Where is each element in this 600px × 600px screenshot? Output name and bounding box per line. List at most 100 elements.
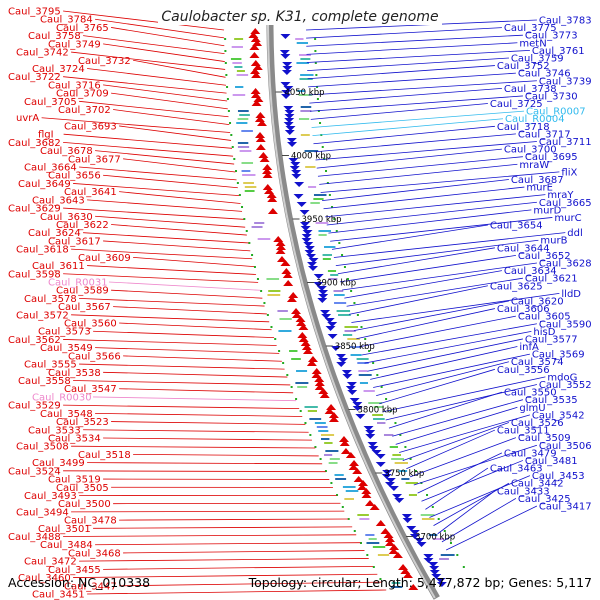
feature-strip bbox=[318, 230, 332, 232]
gene-arrow-left bbox=[384, 536, 395, 542]
gene-arrow-left bbox=[262, 172, 273, 178]
gene-arrow-left bbox=[326, 404, 337, 410]
right-gene-label: Caul_3506 bbox=[539, 441, 592, 452]
gene-arrow-left bbox=[267, 196, 278, 202]
feature-strip bbox=[440, 554, 455, 556]
right-gene-label: Caul_3433 bbox=[497, 486, 550, 497]
guide-dot bbox=[229, 122, 232, 124]
feature-strip bbox=[344, 326, 358, 328]
right-connector bbox=[376, 361, 509, 397]
gene-arrow-right bbox=[282, 62, 293, 67]
gene-arrow-right bbox=[324, 318, 335, 323]
gene-arrow-right bbox=[388, 486, 399, 491]
left-connector bbox=[63, 470, 326, 473]
gene-arrow-right bbox=[327, 334, 338, 339]
gene-arrow-right bbox=[384, 482, 395, 487]
feature-strip bbox=[234, 38, 244, 40]
left-gene-label: Caul_3494 bbox=[16, 507, 69, 518]
feature-strip bbox=[237, 142, 249, 144]
gene-arrow-left bbox=[250, 68, 261, 74]
left-connector bbox=[63, 10, 225, 31]
gene-arrow-right bbox=[281, 94, 292, 99]
gene-arrow-right bbox=[280, 82, 291, 87]
feature-strip bbox=[235, 86, 244, 88]
right-gene-label: Caul_3687 bbox=[511, 175, 564, 186]
right-connector bbox=[307, 65, 495, 80]
guide-dot bbox=[469, 578, 472, 580]
guide-dot bbox=[316, 98, 319, 100]
right-gene-label: Caul_3479 bbox=[504, 448, 557, 459]
gene-arrow-left bbox=[348, 464, 359, 470]
left-connector bbox=[111, 224, 247, 236]
guide-dot bbox=[236, 182, 239, 184]
gene-arrow-left bbox=[361, 488, 372, 494]
gene-arrow-left bbox=[392, 552, 403, 558]
feature-strip bbox=[313, 198, 324, 200]
right-gene-label: mraY bbox=[547, 190, 574, 201]
left-connector bbox=[113, 109, 230, 126]
gene-arrow-right bbox=[299, 210, 310, 215]
right-gene-label: Caul_3574 bbox=[511, 357, 564, 368]
left-gene-label: Caul_3484 bbox=[40, 540, 93, 551]
feature-strip bbox=[266, 278, 280, 280]
feature-strip bbox=[373, 418, 385, 420]
left-connector bbox=[119, 581, 382, 587]
right-gene-label: Caul_R0004 bbox=[505, 114, 565, 125]
feature-strip bbox=[291, 358, 301, 360]
feature-strip bbox=[243, 182, 254, 184]
feature-strip bbox=[304, 406, 318, 408]
left-connector bbox=[83, 35, 225, 55]
left-gene-label: Caul_3578 bbox=[24, 294, 77, 305]
feature-strip bbox=[295, 382, 309, 384]
feature-strip bbox=[236, 122, 248, 124]
gene-arrow-right bbox=[283, 106, 294, 111]
left-connector bbox=[87, 265, 257, 275]
left-connector bbox=[95, 215, 246, 228]
gene-arrow-right bbox=[363, 426, 374, 431]
feature-strip bbox=[366, 542, 380, 544]
gene-arrow-right bbox=[352, 406, 363, 411]
gene-arrow-left bbox=[256, 120, 267, 126]
right-connector bbox=[351, 292, 560, 323]
feature-strip bbox=[428, 534, 438, 536]
left-gene-label: Caul_3702 bbox=[58, 105, 111, 116]
gene-arrow-left bbox=[261, 168, 272, 174]
gene-arrow-right bbox=[320, 310, 331, 315]
right-gene-label: Caul_3752 bbox=[497, 61, 550, 72]
left-gene-label: Caul_3693 bbox=[64, 121, 117, 132]
left-connector bbox=[119, 388, 294, 394]
left-connector bbox=[119, 125, 232, 141]
gene-labels: Caul_3795Caul_3784Caul_3765Caul_3758Caul… bbox=[8, 7, 592, 600]
guide-dot bbox=[385, 398, 388, 400]
right-connector bbox=[402, 422, 510, 462]
right-connector bbox=[429, 475, 531, 518]
left-connector bbox=[133, 256, 255, 268]
guide-dot bbox=[347, 518, 350, 520]
gene-arrow-right bbox=[308, 258, 319, 263]
left-connector bbox=[108, 281, 261, 291]
guide-dot bbox=[251, 254, 254, 256]
feature-strip bbox=[237, 146, 250, 148]
left-gene-label: Caul_3732 bbox=[78, 56, 131, 67]
gene-arrow-left bbox=[352, 468, 363, 474]
guide-dot bbox=[314, 62, 317, 64]
genome-title: Caulobacter sp. K31, complete genome bbox=[0, 9, 600, 25]
left-gene-label: Caul_3677 bbox=[68, 154, 121, 165]
left-gene-label: Caul_3742 bbox=[16, 48, 69, 59]
left-connector bbox=[63, 141, 234, 157]
left-connector bbox=[87, 589, 387, 595]
right-gene-label: Caul_3739 bbox=[539, 76, 592, 87]
gene-arrow-left bbox=[300, 340, 311, 346]
left-connector bbox=[73, 183, 240, 197]
left-gene-label: Caul_3617 bbox=[48, 236, 101, 247]
left-gene-label: Caul_3709 bbox=[56, 89, 109, 100]
guide-dot bbox=[380, 386, 383, 388]
right-connector bbox=[409, 437, 517, 478]
gene-arrow-left bbox=[259, 156, 270, 162]
right-gene-label: Caul_3556 bbox=[497, 365, 550, 376]
feature-strip bbox=[420, 514, 435, 516]
right-gene-label: Caul_3652 bbox=[518, 251, 571, 262]
left-gene-label: uvrA bbox=[16, 113, 39, 124]
left-connector bbox=[103, 240, 251, 252]
guide-dot bbox=[226, 86, 229, 88]
